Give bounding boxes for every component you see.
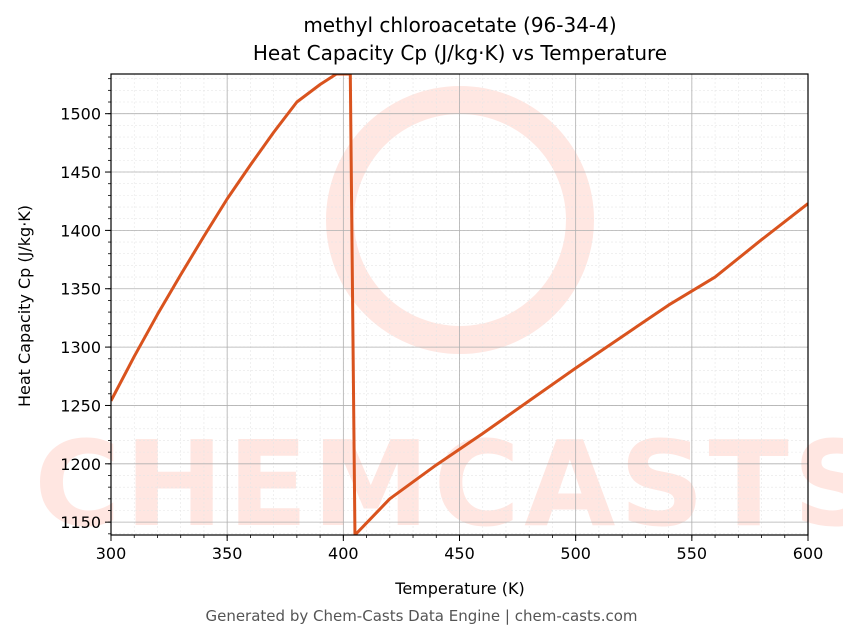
y-axis-label: Heat Capacity Cp (J/kg·K) <box>15 205 34 407</box>
grid <box>110 74 809 535</box>
y-tick-label: 1450 <box>60 163 101 182</box>
x-tick-label: 500 <box>560 544 591 563</box>
y-tick-label: 1250 <box>60 396 101 415</box>
plot-frame <box>110 73 809 536</box>
footer-credit: Generated by Chem-Casts Data Engine | ch… <box>205 607 638 625</box>
chart-title-line2: Heat Capacity Cp (J/kg·K) vs Temperature <box>253 41 667 65</box>
chart-title-line1: methyl chloroacetate (96-34-4) <box>303 13 616 37</box>
x-tick-label: 450 <box>444 544 475 563</box>
y-tick-label: 1350 <box>60 280 101 299</box>
y-tick-label: 1200 <box>60 455 101 474</box>
watermark-text: CHEMCASTS <box>34 415 843 553</box>
watermark: CHEMCASTS <box>34 86 843 553</box>
y-tick-label: 1300 <box>60 338 101 357</box>
series-line <box>111 74 808 535</box>
chart: CHEMCASTS 300 350 400 450 500 550 600 1150 1200 1… <box>15 13 843 598</box>
y-tick-label: 1500 <box>60 105 101 124</box>
x-tick-label: 600 <box>793 544 824 563</box>
watermark-circle <box>326 86 594 354</box>
x-tick-label: 400 <box>328 544 359 563</box>
x-tick-label: 350 <box>212 544 243 563</box>
y-tick-label: 1150 <box>60 513 101 532</box>
x-tick-label: 300 <box>96 544 127 563</box>
y-tick-label: 1400 <box>60 221 101 240</box>
ticks: 300 350 400 450 500 550 600 1150 1200 1250 1300 135… <box>60 78 824 563</box>
x-axis-label: Temperature (K) <box>394 579 524 598</box>
series <box>111 74 808 535</box>
x-tick-label: 550 <box>677 544 708 563</box>
